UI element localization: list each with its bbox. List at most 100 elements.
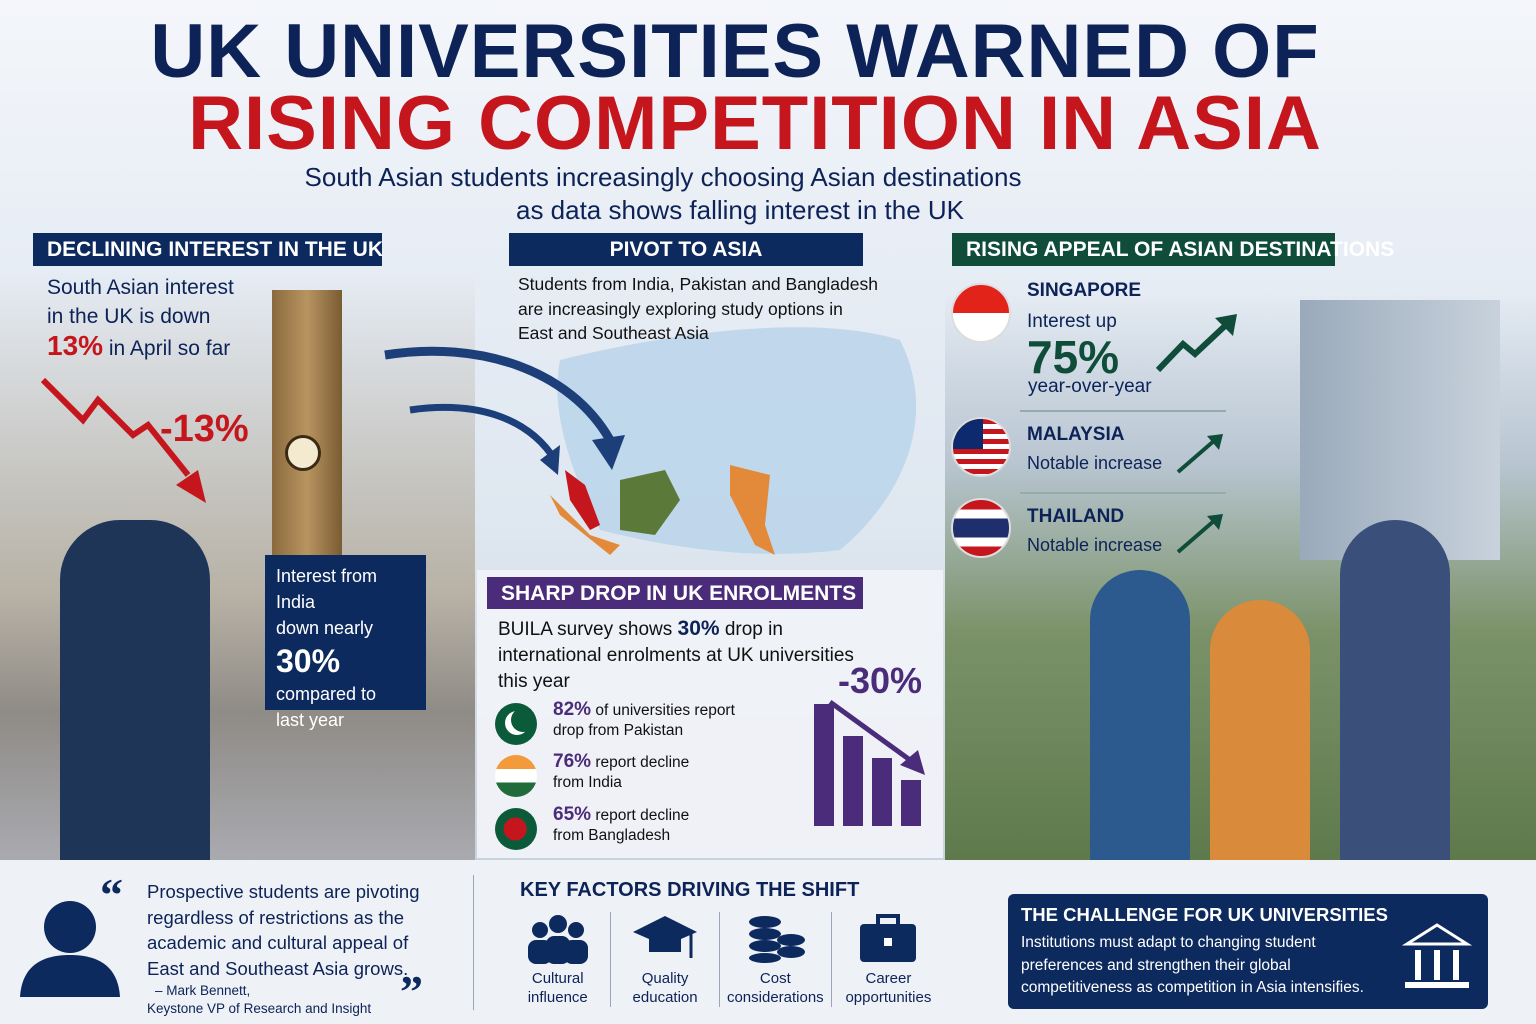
decline-arrow-icon [40,377,206,503]
item-percent: 65% [553,804,592,825]
enrolments-header: SHARP DROP IN UK ENROLMENTS [487,577,863,609]
quote-role: Keystone VP of Research and Insight [147,1001,372,1016]
pivot-text: Students from India, Pakistan and Bangla… [518,272,878,346]
factor-label: education [632,989,698,1006]
text-line: international enrolments at UK universit… [498,645,854,666]
quote-line: East and Southeast Asia grows. [147,957,409,979]
text: BUILA survey shows [498,619,673,640]
text: drop in [724,619,783,640]
student-figure [1340,520,1450,860]
singapore-line1: Interest up [1027,311,1117,332]
challenge-line: competitiveness as competition in Asia i… [1021,979,1364,996]
india-flag-icon [495,755,537,797]
text-line: Interest from India [276,566,378,612]
decline-bar-chart-icon [814,700,925,826]
trend-up-icon [1176,514,1223,554]
text-line: South Asian interest [47,276,234,299]
quote-author: – Mark Bennett, [155,983,251,998]
quote-text: Prospective students are pivoting regard… [147,879,420,981]
bangladesh-flag-icon [495,808,537,850]
quote-attribution: – Mark Bennett, Keystone VP of Research … [147,982,371,1018]
india-percent: 30% [276,643,341,679]
declining-text: South Asian interest in the UK is down 1… [47,273,234,363]
item-percent: 82% [553,699,592,720]
singapore-flag-icon [951,283,1011,343]
text: of universities report [595,702,735,719]
text: from Bangladesh [553,827,671,844]
text: drop from Pakistan [553,722,684,739]
briefcase-icon [860,914,917,962]
factor-cultural: Cultural influence [505,912,610,1012]
factor-label: opportunities [845,989,932,1006]
malaysia-flag-icon [951,417,1011,477]
text-line: are increasingly exploring study options… [518,298,843,319]
text-line: East and Southeast Asia [518,323,709,343]
india-interest-box: Interest from India down nearly 30% comp… [265,555,426,730]
challenge-box: THE CHALLENGE FOR UK UNIVERSITIES Instit… [1008,894,1488,1009]
thailand-region [730,465,775,555]
text-line: down nearly [276,618,374,638]
enrolment-item-india: 76% report decline from India [495,752,689,797]
factor-cost: Cost considerations [720,912,831,1012]
enrolment-percent: 30% [677,617,720,640]
pivot-header: PIVOT TO ASIA [509,233,863,266]
text: report decline [595,754,690,771]
text-line: Students from India, Pakistan and Bangla… [518,274,878,294]
quote-line: academic and cultural appeal of [147,932,409,953]
quote-line: Prospective students are pivoting [147,881,420,902]
person-silhouette-icon [20,901,120,997]
trend-up-icon [1155,314,1237,373]
text-line: compared to [276,684,377,704]
graduation-cap-icon [633,916,698,958]
subtitle-line2: as data shows falling interest in the UK [515,195,965,225]
challenge-line: Institutions must adapt to changing stud… [1021,934,1316,951]
rising-header: RISING APPEAL OF ASIAN DESTINATIONS [952,233,1394,266]
arrow-icon [384,346,614,443]
close-quote-icon: ” [400,966,423,1017]
thailand-flag-icon [951,498,1011,558]
divider [1020,410,1226,412]
pakistan-flag-icon [495,703,537,745]
title-line2: RISING COMPETITION IN ASIA [188,81,1322,166]
people-icon [527,915,588,964]
borneo-region [620,470,680,535]
coins-icon [749,916,806,963]
trend-up-icon [1176,434,1223,474]
decline-percent: 13% [47,330,104,361]
singapore-percent: 75% [1027,331,1120,383]
text-line: last year [276,710,345,730]
student-figure [1210,600,1310,860]
asia-map [384,327,917,555]
text-line: this year [498,671,570,692]
text-line: in the UK is down [47,305,211,328]
decline-chart-label: -13% [160,408,249,450]
enrolment-item-bangladesh: 65% report decline from Bangladesh [495,805,689,850]
factor-label: Cost [759,970,791,987]
factor-label: Cultural [531,970,584,987]
malaysia-text: Notable increase [1027,453,1163,473]
title-line1: UK UNIVERSITIES WARNED OF [150,9,1320,94]
student-figure [1090,570,1190,860]
clock-face-icon [285,435,321,471]
item-percent: 76% [553,751,592,772]
quote-line: regardless of restrictions as the [147,906,405,928]
enrolments-panel [477,570,943,858]
factors-header: KEY FACTORS DRIVING THE SHIFT [520,879,860,901]
enrolments-text: BUILA survey shows 30% drop in internati… [498,616,854,695]
factor-label: Career [865,970,912,987]
factor-label: Quality [641,970,689,987]
factor-quality: Quality education [611,912,718,1012]
divider [1020,492,1226,494]
factor-label: influence [527,989,588,1006]
factor-career: Career opportunities [832,912,945,1012]
indonesia-region [550,495,620,555]
malaysia-name: MALAYSIA [1027,424,1125,445]
challenge-line: preferences and strengthen their global [1021,956,1291,974]
thailand-name: THAILAND [1027,506,1125,527]
singapore-name: SINGAPORE [1027,280,1142,301]
arrow-icon [409,404,558,462]
factor-label: considerations [726,989,824,1006]
student-back-figure [60,520,210,860]
thailand-text: Notable increase [1027,535,1163,555]
subtitle-line1: South Asian students increasingly choosi… [304,162,1022,192]
